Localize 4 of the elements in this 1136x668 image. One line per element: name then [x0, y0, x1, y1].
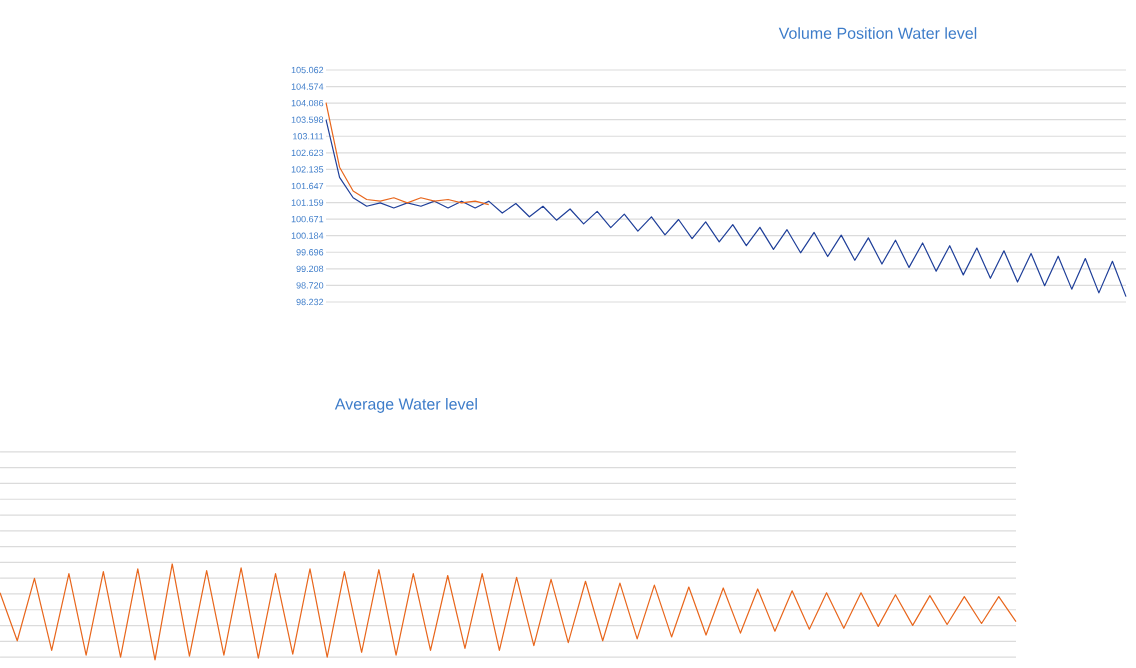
chart-title: Average Water level	[334, 397, 477, 413]
line-series	[325, 102, 490, 206]
line-series	[325, 119, 1127, 298]
chart-title: Volume Position Water level	[778, 27, 977, 39]
